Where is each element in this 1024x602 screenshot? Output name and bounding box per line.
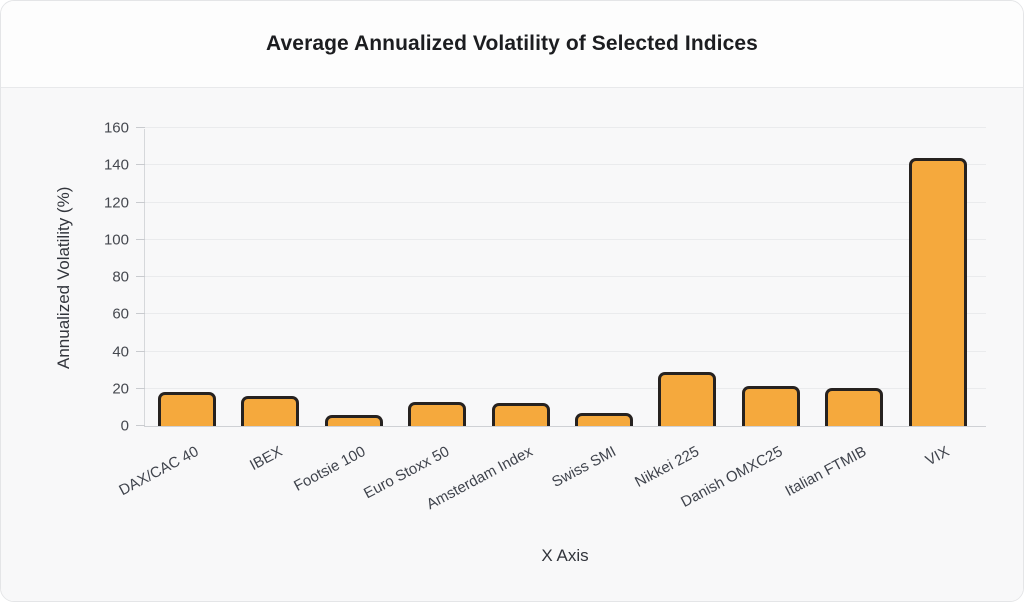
y-tick-mark — [136, 313, 145, 315]
chart-header: Average Annualized Volatility of Selecte… — [1, 1, 1023, 88]
x-tick-label-footsie-100: Footsie 100 — [291, 443, 369, 495]
y-tick-mark — [136, 164, 145, 166]
bar-vix[interactable] — [908, 157, 967, 426]
y-tick-label-140: 140 — [103, 156, 129, 174]
gridline-y-40 — [145, 350, 986, 352]
x-tick-label-ibex: IBEX — [247, 443, 286, 475]
bar-dax-cac-40[interactable] — [158, 392, 216, 426]
chart-title: Average Annualized Volatility of Selecte… — [266, 32, 758, 55]
y-tick-label-120: 120 — [103, 194, 129, 211]
gridline-y-160 — [145, 127, 986, 128]
y-tick-label-100: 100 — [103, 231, 129, 249]
bar-euro-stoxx-50[interactable] — [408, 401, 467, 426]
chart-area: Annualized Volatility (%) 0 20 40 60 80 100 12… — [1, 88, 1023, 601]
y-tick-label-80: 80 — [112, 268, 129, 286]
y-tick-mark — [136, 387, 145, 389]
y-tick-label-0: 0 — [120, 417, 129, 435]
y-tick-label-20: 20 — [112, 380, 129, 398]
bar-amsterdam-index[interactable] — [491, 402, 550, 426]
x-axis-title: X Axis — [541, 546, 589, 565]
bar-ibex[interactable] — [241, 396, 300, 426]
y-axis-title: Annualized Volatility (%) — [54, 186, 73, 370]
y-tick-label-160: 160 — [103, 119, 129, 137]
gridline-y-120 — [145, 201, 986, 203]
x-tick-label-dax-cac-40: DAX/CAC 40 — [116, 443, 202, 500]
y-tick-mark — [136, 201, 145, 203]
bar-nikkei-225[interactable] — [658, 372, 717, 426]
bar-swiss-smi[interactable] — [575, 412, 633, 426]
x-tick-label-italian-ftmib: Italian FTMIB — [782, 443, 870, 500]
bar-italian-ftmib[interactable] — [825, 387, 884, 426]
plot-area: 0 20 40 60 80 100 120 140 160 DAX/CAC 40 IBEX Foots… — [104, 120, 986, 513]
y-tick-mark — [136, 425, 145, 426]
y-tick-mark — [136, 350, 145, 352]
y-tick-mark — [136, 127, 145, 128]
x-tick-label-swiss-smi: Swiss SMI — [549, 443, 619, 491]
x-tick-label-vix: VIX — [923, 443, 953, 470]
gridline-y-100 — [145, 238, 986, 240]
bar-footsie-100[interactable] — [324, 414, 383, 426]
y-tick-label-40: 40 — [112, 343, 129, 360]
y-tick-mark — [136, 276, 145, 277]
y-tick-label-60: 60 — [112, 305, 129, 323]
gridline-y-60 — [145, 313, 986, 315]
x-tick-label-nikkei-225: Nikkei 225 — [632, 443, 703, 491]
y-tick-mark — [136, 238, 145, 240]
bar-danish-omxc25[interactable] — [741, 385, 800, 426]
gridline-y-80 — [145, 276, 986, 277]
gridline-y-140 — [145, 164, 986, 166]
gridline-y-20 — [145, 387, 986, 389]
